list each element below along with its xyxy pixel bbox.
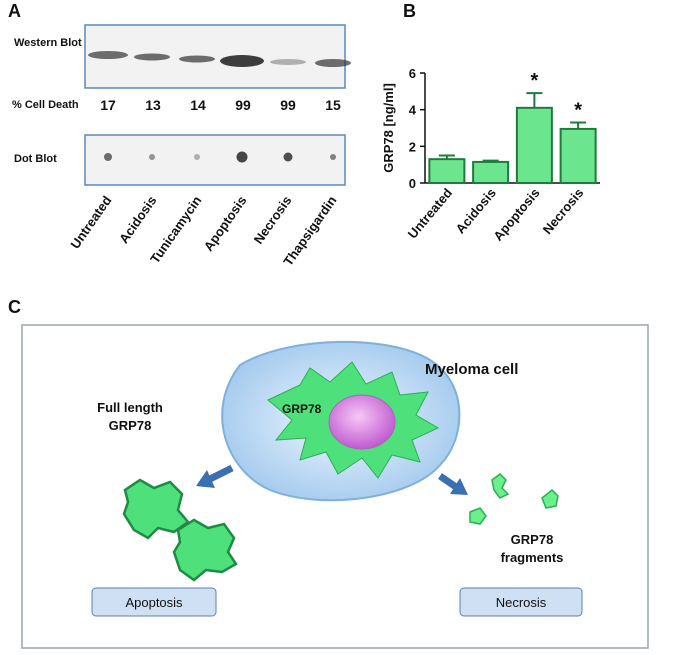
cell-death-value: 14	[190, 97, 206, 113]
y-tick-label: 6	[409, 66, 416, 81]
label-box	[91, 587, 217, 617]
bar	[559, 127, 597, 185]
bar	[472, 160, 510, 185]
lane-label: Acidosis	[116, 193, 159, 246]
y-tick-label: 2	[409, 139, 416, 154]
text-line: GRP78	[109, 418, 152, 433]
clumps	[122, 478, 238, 582]
row-label: Dot Blot	[14, 153, 57, 165]
panel-label: A	[8, 1, 21, 21]
text-line: fragments	[501, 550, 564, 565]
significance-mark: *	[530, 70, 538, 92]
cell-label: Myeloma cell	[425, 361, 518, 378]
significance-mark: *	[574, 100, 582, 122]
text-line: GRP78	[511, 532, 554, 547]
lane-label: Apoptosis	[201, 193, 250, 254]
dots	[104, 151, 336, 163]
arrowhead	[450, 478, 468, 495]
stage-label: Apoptosis	[125, 595, 183, 610]
label-box	[459, 587, 583, 617]
western-blot-box	[84, 24, 346, 89]
cell-death-value: 99	[280, 97, 296, 113]
dot-blot-box	[84, 134, 346, 186]
cell-death-value: 15	[325, 97, 341, 113]
lane-label: Untreated	[67, 193, 114, 251]
bar	[515, 106, 553, 184]
lane-label: Necrosis	[251, 193, 295, 247]
cell-death-value: 99	[235, 97, 251, 113]
fragments	[469, 473, 559, 525]
arrow	[438, 473, 458, 490]
row-label: Western Blot	[14, 37, 82, 49]
cell-death-value: 13	[145, 97, 161, 113]
stage-label: Necrosis	[496, 595, 547, 610]
y-axis-label: GRP78 [ng/ml]	[381, 83, 396, 173]
bands	[88, 51, 351, 67]
panel-label: C	[8, 297, 21, 317]
arrow	[206, 464, 234, 484]
x-tick-label: Acidosis	[453, 185, 499, 236]
nucleus	[328, 394, 396, 450]
y-tick-label: 4	[409, 103, 417, 118]
text-line: Full length	[97, 400, 163, 415]
x-tick-label: Necrosis	[540, 185, 587, 237]
bar	[428, 158, 466, 185]
panel-label: B	[403, 1, 416, 21]
x-tick-label: Untreated	[405, 185, 456, 241]
cell-death-value: 17	[100, 97, 116, 113]
row-label: % Cell Death	[12, 99, 79, 111]
protein-label: GRP78	[282, 402, 322, 416]
arrowhead	[196, 470, 215, 488]
y-tick-label: 0	[409, 176, 416, 191]
x-tick-label: Apoptosis	[490, 185, 542, 243]
